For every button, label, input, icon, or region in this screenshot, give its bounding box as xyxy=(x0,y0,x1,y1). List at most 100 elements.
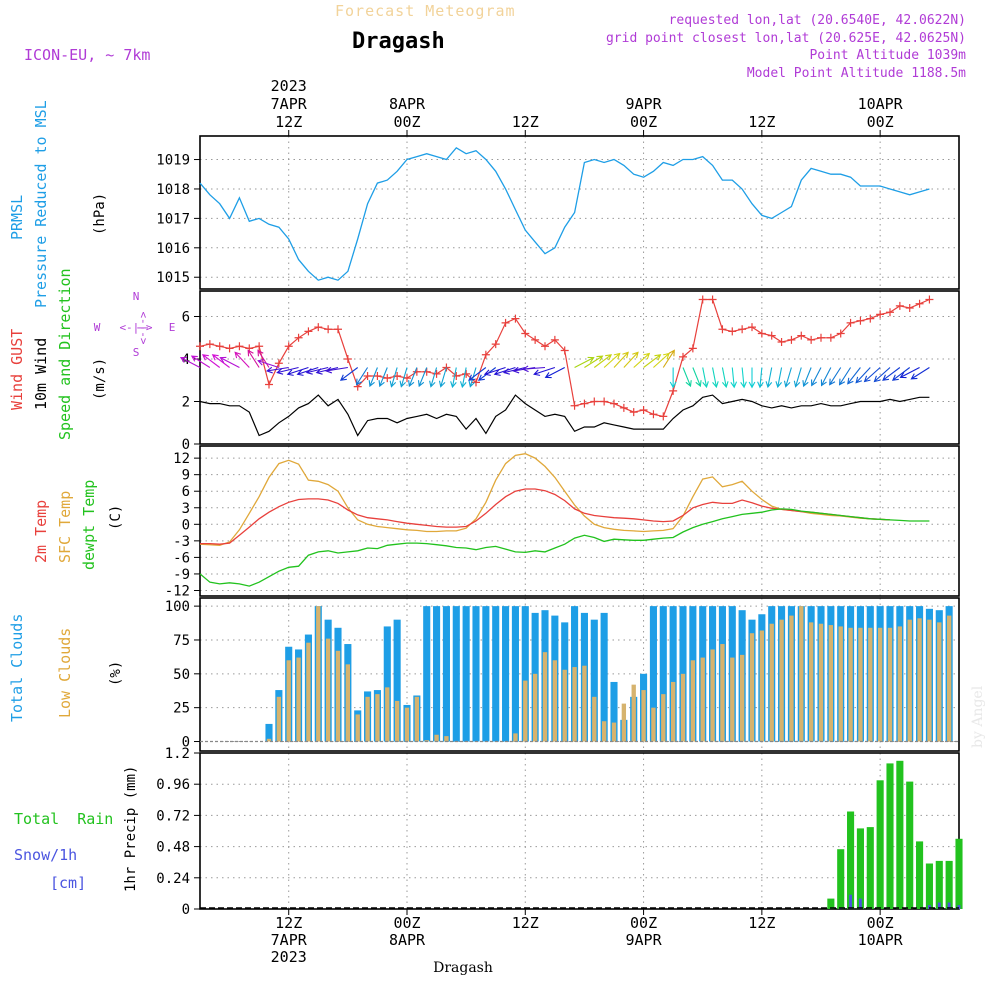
gust-marker xyxy=(521,329,530,338)
low-cloud-bar xyxy=(582,665,587,742)
low-cloud-bar xyxy=(414,696,420,742)
wind-direction-arrow xyxy=(863,367,881,383)
requested-coords: requested lon,lat (20.6540E, 42.0622N) xyxy=(669,13,966,28)
wind-direction-arrow xyxy=(483,366,506,376)
compass-rose: N S W E <-|-> <-|-> xyxy=(94,290,176,359)
wind-direction-arrow xyxy=(355,367,369,386)
wind-direction-arrow xyxy=(574,356,595,368)
low-cloud-bar xyxy=(562,669,567,742)
meteogram-title: Forecast Meteogram xyxy=(335,2,516,20)
temp-sfc-label: SFC Temp xyxy=(56,491,74,563)
gust-marker xyxy=(531,335,540,344)
total-cloud-bar xyxy=(452,606,460,742)
wind-direction-arrow xyxy=(257,349,270,368)
gust-marker xyxy=(856,316,865,325)
total-cloud-bar xyxy=(659,606,667,742)
low-cloud-bar xyxy=(325,638,331,742)
wind-direction-arrow xyxy=(910,367,930,380)
low-cloud-bar xyxy=(828,625,834,742)
total-cloud-bar xyxy=(600,612,608,742)
compass-north: N xyxy=(133,290,140,303)
wind-direction-arrow xyxy=(265,366,289,374)
gust-marker xyxy=(491,340,500,349)
low-cloud-bar xyxy=(631,684,636,742)
gust-marker xyxy=(629,408,638,417)
gust-marker xyxy=(619,403,628,412)
wind-direction-arrow xyxy=(247,349,260,368)
wind-direction-arrow xyxy=(468,367,487,381)
low-cloud-bar xyxy=(641,690,646,742)
bottom-time-label: 00Z xyxy=(393,914,420,932)
top-time-label: 12Z xyxy=(748,113,775,131)
low-cloud-bar xyxy=(887,627,893,742)
low-cloud-bar xyxy=(917,618,922,742)
wind-10m-label: 10m Wind xyxy=(32,338,50,410)
gust-marker xyxy=(481,350,490,359)
y-tick-label: 1019 xyxy=(156,153,190,169)
low-cloud-bar xyxy=(858,627,863,742)
snow-label: Snow/1h xyxy=(14,846,77,864)
low-cloud-bar xyxy=(296,657,301,742)
wind-direction-arrow xyxy=(855,367,871,384)
gust-marker xyxy=(718,325,727,334)
top-time-label: 7APR xyxy=(271,95,308,113)
low-cloud-bar xyxy=(335,650,341,742)
wind-direction-arrow xyxy=(757,367,764,389)
low-cloud-bar xyxy=(730,657,735,742)
total-cloud-bar xyxy=(462,606,470,742)
gust-marker xyxy=(925,295,934,304)
gust-marker xyxy=(432,369,441,378)
wind-direction-arrow xyxy=(234,351,250,368)
y-tick-label: 1.2 xyxy=(165,746,190,762)
compass-arrow-v: <-|-> xyxy=(137,311,150,344)
gust-marker xyxy=(196,342,204,351)
y-tick-label: 3 xyxy=(182,501,190,517)
y-tick-label: 0.24 xyxy=(156,871,190,887)
model-altitude: Model Point Altitude 1188.5m xyxy=(747,66,966,81)
gust-line xyxy=(199,298,930,418)
low-cloud-bar xyxy=(838,626,843,742)
panel-frame xyxy=(199,290,960,445)
rain-bar xyxy=(896,760,904,909)
ms-unit-label: (m/s) xyxy=(92,358,108,400)
y-tick-label: -9 xyxy=(173,567,190,583)
wind-direction-arrow xyxy=(882,367,901,381)
low-cloud-bar xyxy=(611,722,617,742)
compass-east: E xyxy=(169,321,176,334)
total-rain-label: Total Rain xyxy=(14,810,113,828)
gust-marker xyxy=(886,308,894,317)
total-clouds-label: Total Clouds xyxy=(8,614,26,722)
low-cloud-bar xyxy=(848,627,853,742)
dewpt-line xyxy=(199,508,930,587)
wind-direction-arrow xyxy=(339,367,359,381)
wind-direction-arrow xyxy=(211,354,230,368)
gust-marker xyxy=(728,327,737,336)
y-tick-label: 1017 xyxy=(156,211,190,227)
gust-marker xyxy=(343,355,352,363)
gust-marker xyxy=(541,342,549,351)
y-tick-label: -6 xyxy=(173,550,190,566)
low-cloud-bar xyxy=(276,696,282,742)
low-cloud-bar xyxy=(700,657,705,742)
gust-marker xyxy=(452,372,461,380)
top-time-label: 00Z xyxy=(393,113,420,131)
wind-direction-arrow xyxy=(669,367,677,389)
wind-direction-arrow xyxy=(450,367,457,389)
gust-marker xyxy=(767,331,776,340)
low-cloud-bar xyxy=(877,627,883,742)
wind-direction-arrow xyxy=(493,366,516,376)
gust-marker xyxy=(462,369,471,378)
low-cloud-bar xyxy=(375,694,380,742)
gust-marker xyxy=(501,318,510,327)
location-title: Dragash xyxy=(352,29,445,54)
point-altitude: Point Altitude 1039m xyxy=(809,48,966,63)
gust-marker xyxy=(915,299,924,308)
model-label: ICON-EU, ~ 7km xyxy=(24,46,150,64)
low-cloud-bar xyxy=(789,615,794,742)
low-cloud-bar xyxy=(927,619,932,742)
gust-marker xyxy=(817,333,825,342)
wind-direction-arrow xyxy=(730,367,738,389)
rain-bar xyxy=(945,860,953,909)
hpa-unit-label: (hPa) xyxy=(92,193,108,235)
